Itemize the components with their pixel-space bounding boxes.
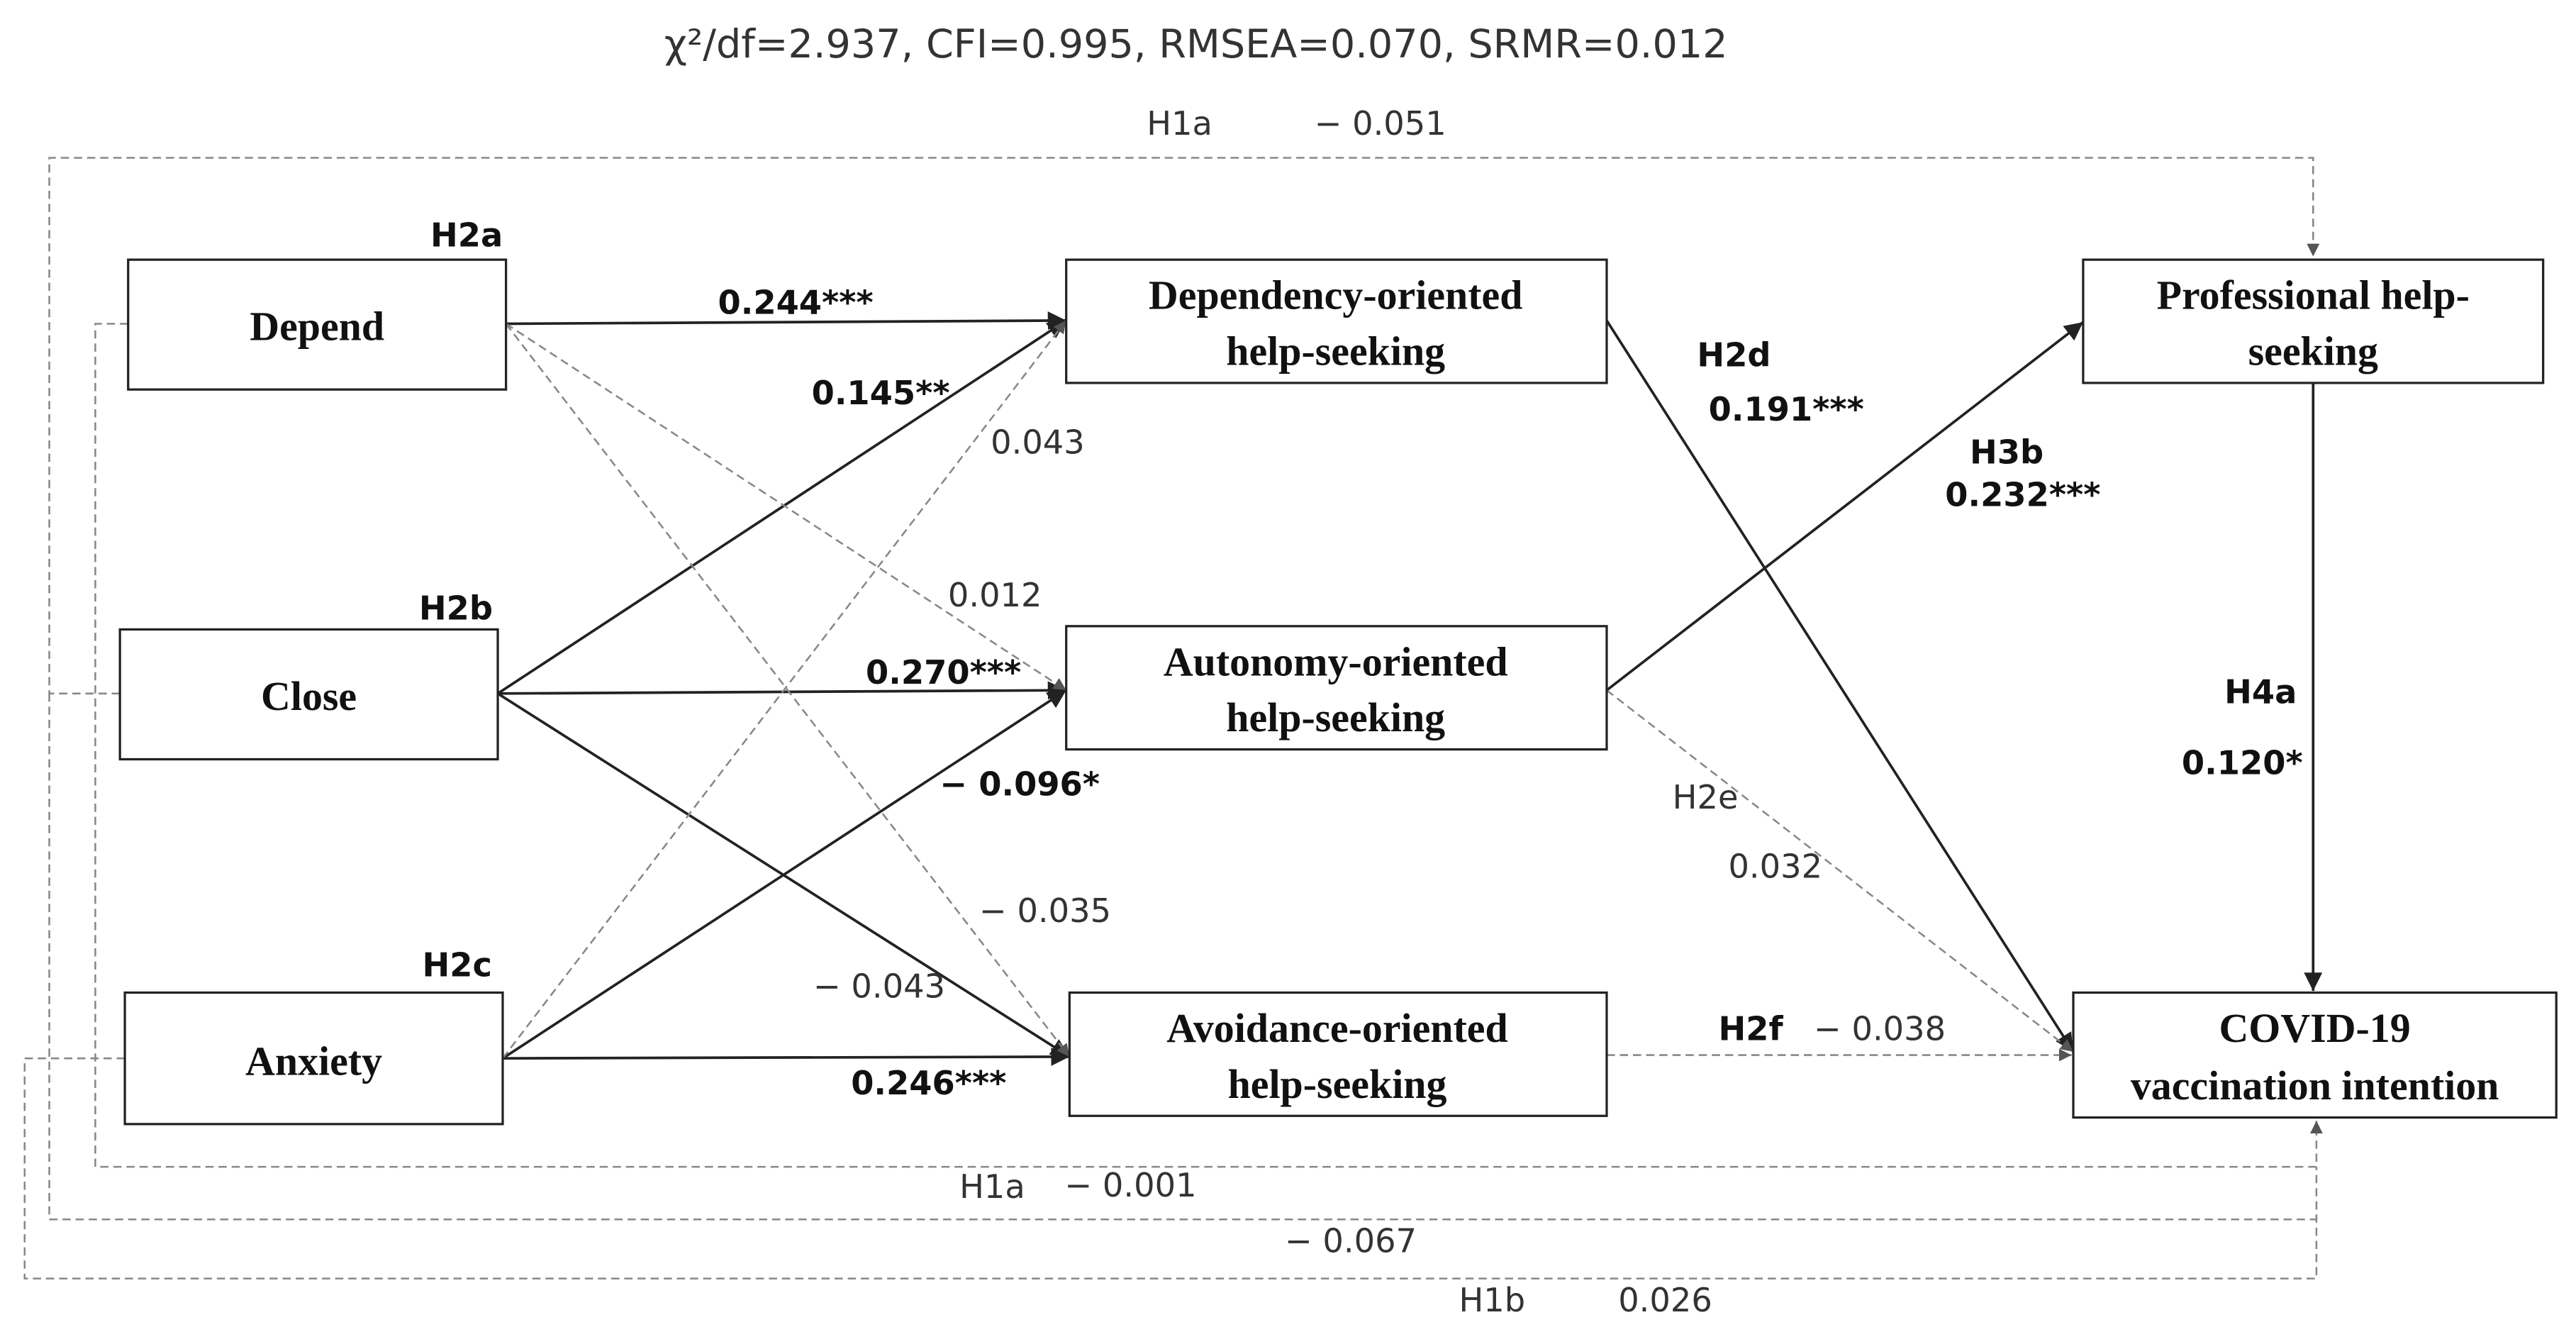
edge [505, 323, 1067, 692]
coefficient: 0.244*** [718, 284, 874, 322]
node-label: help-seeking [1226, 694, 1445, 740]
hypothesis: H1b [1459, 1281, 1525, 1319]
coefficient: 0.191*** [1709, 390, 1864, 428]
node-box [118, 628, 499, 761]
hypothesis: H2c [422, 945, 491, 984]
coefficient: 0.032 [1728, 847, 1822, 885]
node-label: Autonomy-oriented [1164, 638, 1508, 684]
path-labels: H1a − 0.051 H2a 0.244*** 0.145** 0.043 H… [419, 104, 2303, 1319]
node-label: Anxiety [245, 1038, 382, 1084]
hypothesis: H2d [1697, 336, 1771, 374]
node-label: Professional help- [2157, 272, 2470, 318]
edge [1606, 689, 2074, 1053]
node-label: vaccination intention [2131, 1062, 2499, 1109]
node-label: Dependency-oriented [1149, 272, 1523, 318]
node-label: COVID-19 [2219, 1005, 2410, 1051]
coefficient: − 0.067 [1285, 1222, 1417, 1260]
edge [23, 1057, 2318, 1280]
coefficient: 0.246*** [851, 1064, 1006, 1102]
hypothesis: H2f [1719, 1010, 1784, 1048]
node-box [123, 991, 504, 1126]
edge [501, 320, 1067, 1059]
edge [502, 1047, 1070, 1066]
hypothesis: H3b [1970, 433, 2043, 471]
hypothesis: H1a [1147, 104, 1212, 143]
edge [501, 689, 1067, 1060]
node-box [1065, 258, 1608, 384]
node-label: seeking [2248, 328, 2378, 374]
nodes: Depend Close Anxiety Dependency-oriented… [118, 258, 2558, 1126]
hypothesis: H2b [419, 589, 493, 628]
edges [23, 157, 2323, 1280]
coefficient: − 0.096* [939, 765, 1100, 803]
edge [1605, 321, 2085, 692]
hypothesis: H1a [959, 1167, 1025, 1206]
node-label: Close [261, 673, 357, 719]
fit-indices: χ²/df=2.937, CFI=0.995, RMSEA=0.070, SRM… [664, 21, 1728, 67]
coefficient: 0.120* [2182, 743, 2303, 782]
coefficient: − 0.051 [1315, 104, 1446, 143]
edge [48, 157, 2320, 695]
edge [506, 311, 1066, 330]
node-box [2072, 991, 2558, 1119]
edge [497, 319, 1067, 695]
edge [48, 693, 2316, 1221]
coefficient: − 0.043 [813, 967, 945, 1005]
edge [1605, 319, 2075, 1053]
node-box [1065, 625, 1608, 751]
coefficient: 0.012 [948, 576, 1042, 614]
coefficient: − 0.038 [1814, 1010, 1946, 1048]
coefficient: 0.232*** [1945, 476, 2100, 514]
node-label: Avoidance-oriented [1166, 1005, 1507, 1051]
coefficient: 0.043 [991, 423, 1085, 462]
node-label: help-seeking [1226, 328, 1445, 374]
node-box [1068, 991, 1608, 1117]
hypothesis: H2a [430, 216, 503, 255]
coefficient: − 0.035 [979, 892, 1111, 930]
coefficient: 0.026 [1618, 1281, 1712, 1319]
node-box [2082, 258, 2545, 384]
node-box [127, 258, 508, 391]
edge [505, 323, 1071, 1058]
node-label: help-seeking [1228, 1061, 1447, 1107]
coefficient: 0.270*** [866, 653, 1021, 692]
hypothesis: H4a [2224, 673, 2297, 711]
node-label: Depend [250, 304, 384, 350]
coefficient: − 0.001 [1064, 1166, 1196, 1204]
edge [94, 323, 2323, 1168]
coefficient: 0.145** [812, 374, 950, 412]
hypothesis: H2e [1673, 778, 1739, 816]
